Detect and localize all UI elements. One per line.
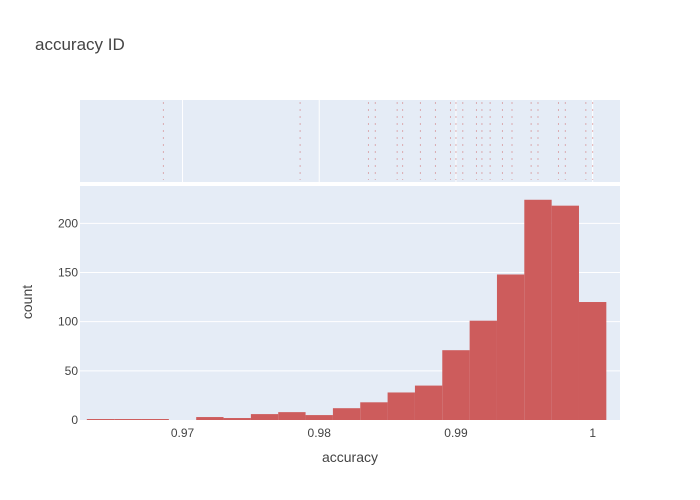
- histogram-bar: [442, 350, 470, 420]
- histogram-bar: [551, 205, 579, 420]
- histogram-bar: [141, 419, 169, 420]
- y-tick-label: 150: [58, 266, 78, 280]
- y-tick-label: 200: [58, 216, 78, 230]
- x-tick-label: 1: [589, 426, 596, 440]
- histogram-bar: [578, 302, 607, 420]
- x-tick-label: 0.97: [171, 426, 195, 440]
- histogram-bar: [114, 419, 142, 420]
- x-axis-ticks: 0.97 0.98 0.99 1: [171, 426, 596, 440]
- histogram-bar: [469, 320, 497, 420]
- y-tick-label: 0: [71, 413, 78, 427]
- y-axis-title: count: [19, 285, 35, 319]
- histogram-bar: [278, 412, 306, 420]
- chart-title: accuracy ID: [35, 35, 125, 54]
- histogram-bar: [196, 417, 224, 420]
- histogram-bars: [86, 199, 607, 420]
- histogram-bar: [496, 274, 525, 420]
- histogram-bar: [223, 418, 251, 420]
- y-tick-label: 50: [65, 364, 79, 378]
- histogram-bar: [360, 402, 388, 420]
- rug-marks: [162, 102, 594, 180]
- histogram-bar: [332, 408, 361, 420]
- histogram-bar: [86, 419, 115, 420]
- x-tick-label: 0.98: [308, 426, 332, 440]
- rug-plot-area: [80, 100, 620, 182]
- histogram-bar: [414, 385, 443, 420]
- histogram-bar: [524, 199, 552, 420]
- x-axis-title: accuracy: [322, 449, 378, 465]
- x-tick-label: 0.99: [444, 426, 468, 440]
- rug-gridlines: [182, 100, 594, 182]
- histogram-bar: [387, 392, 415, 420]
- y-axis-ticks: 0 50 100 150 200: [58, 216, 78, 427]
- y-tick-label: 100: [58, 315, 78, 329]
- histogram-bar: [305, 415, 333, 420]
- histogram-bar: [250, 414, 279, 420]
